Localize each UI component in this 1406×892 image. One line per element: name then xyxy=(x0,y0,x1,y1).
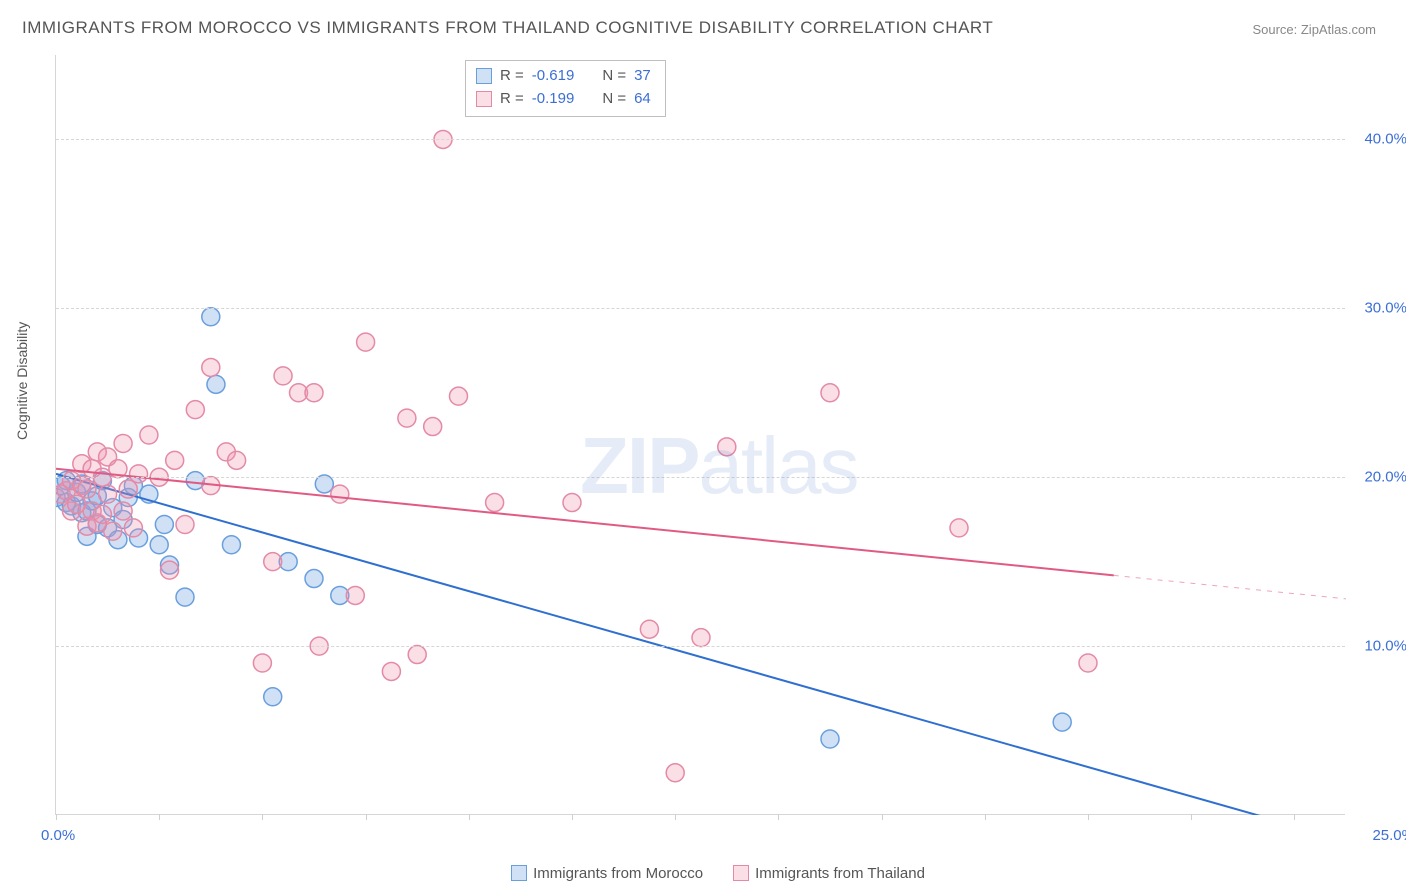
legend-correlation-box: R = -0.619 N = 37 R = -0.199 N = 64 xyxy=(465,60,666,117)
y-tick-label: 20.0% xyxy=(1364,469,1406,486)
scatter-point xyxy=(424,418,442,436)
scatter-point xyxy=(1079,654,1097,672)
x-tick-start: 0.0% xyxy=(41,827,75,844)
legend-bottom: Immigrants from Morocco Immigrants from T… xyxy=(0,865,1406,882)
scatter-point xyxy=(640,620,658,638)
scatter-point xyxy=(176,588,194,606)
scatter-point xyxy=(104,522,122,540)
x-minor-tick xyxy=(778,814,779,820)
scatter-point xyxy=(99,485,117,503)
legend-correlation-row: R = -0.619 N = 37 xyxy=(476,65,651,88)
chart-container: IMMIGRANTS FROM MOROCCO VS IMMIGRANTS FR… xyxy=(0,0,1406,892)
x-minor-tick xyxy=(469,814,470,820)
scatter-point xyxy=(382,662,400,680)
scatter-point xyxy=(305,384,323,402)
scatter-point xyxy=(222,536,240,554)
gridline-h xyxy=(56,477,1345,478)
source-label: Source: ZipAtlas.com xyxy=(1252,22,1376,37)
scatter-point xyxy=(207,375,225,393)
scatter-point xyxy=(161,561,179,579)
legend-series-label: Immigrants from Thailand xyxy=(755,865,925,882)
x-minor-tick xyxy=(572,814,573,820)
scatter-point xyxy=(718,438,736,456)
legend-swatch xyxy=(476,91,492,107)
scatter-point xyxy=(114,502,132,520)
scatter-point xyxy=(1053,713,1071,731)
legend-r-value: -0.619 xyxy=(532,65,575,88)
scatter-point xyxy=(166,451,184,469)
x-minor-tick xyxy=(262,814,263,820)
scatter-point xyxy=(821,384,839,402)
legend-n-value: 64 xyxy=(634,88,651,111)
gridline-h xyxy=(56,308,1345,309)
scatter-point xyxy=(114,434,132,452)
plot-svg xyxy=(56,55,1346,815)
scatter-point xyxy=(202,358,220,376)
scatter-point xyxy=(119,480,137,498)
chart-title: IMMIGRANTS FROM MOROCCO VS IMMIGRANTS FR… xyxy=(22,18,993,38)
scatter-point xyxy=(130,465,148,483)
scatter-point xyxy=(666,764,684,782)
scatter-point xyxy=(176,516,194,534)
scatter-point xyxy=(821,730,839,748)
legend-r-label: R = xyxy=(500,65,524,88)
scatter-point xyxy=(950,519,968,537)
legend-r-value: -0.199 xyxy=(532,88,575,111)
x-minor-tick xyxy=(985,814,986,820)
scatter-point xyxy=(93,505,111,523)
x-minor-tick xyxy=(1088,814,1089,820)
y-tick-label: 30.0% xyxy=(1364,300,1406,317)
scatter-point xyxy=(274,367,292,385)
y-tick-label: 10.0% xyxy=(1364,638,1406,655)
y-axis-label: Cognitive Disability xyxy=(14,322,30,440)
scatter-point xyxy=(486,494,504,512)
scatter-point xyxy=(398,409,416,427)
legend-n-label: N = xyxy=(602,65,626,88)
legend-swatch xyxy=(476,68,492,84)
scatter-point xyxy=(150,536,168,554)
gridline-h xyxy=(56,646,1345,647)
gridline-h xyxy=(56,139,1345,140)
scatter-point xyxy=(692,629,710,647)
legend-swatch xyxy=(511,865,527,881)
legend-n-label: N = xyxy=(602,88,626,111)
scatter-point xyxy=(408,646,426,664)
x-minor-tick xyxy=(1191,814,1192,820)
legend-r-label: R = xyxy=(500,88,524,111)
scatter-point xyxy=(346,586,364,604)
scatter-point xyxy=(331,485,349,503)
x-minor-tick xyxy=(1294,814,1295,820)
scatter-point xyxy=(563,494,581,512)
plot-area: 0.0% 25.0% 10.0%20.0%30.0%40.0% xyxy=(55,55,1345,815)
scatter-point xyxy=(155,516,173,534)
x-minor-tick xyxy=(675,814,676,820)
scatter-point xyxy=(228,451,246,469)
scatter-point xyxy=(140,426,158,444)
legend-correlation-row: R = -0.199 N = 64 xyxy=(476,88,651,111)
x-minor-tick xyxy=(56,814,57,820)
regression-line-dashed xyxy=(1114,575,1346,598)
scatter-point xyxy=(124,519,142,537)
scatter-point xyxy=(78,480,96,498)
x-minor-tick xyxy=(366,814,367,820)
scatter-point xyxy=(202,308,220,326)
scatter-point xyxy=(357,333,375,351)
y-tick-label: 40.0% xyxy=(1364,131,1406,148)
x-minor-tick xyxy=(159,814,160,820)
x-tick-end: 25.0% xyxy=(1372,827,1406,844)
scatter-point xyxy=(264,688,282,706)
scatter-point xyxy=(264,553,282,571)
scatter-point xyxy=(305,570,323,588)
scatter-point xyxy=(186,401,204,419)
legend-swatch xyxy=(733,865,749,881)
scatter-point xyxy=(449,387,467,405)
scatter-point xyxy=(253,654,271,672)
legend-n-value: 37 xyxy=(634,65,651,88)
legend-series-label: Immigrants from Morocco xyxy=(533,865,703,882)
x-minor-tick xyxy=(882,814,883,820)
